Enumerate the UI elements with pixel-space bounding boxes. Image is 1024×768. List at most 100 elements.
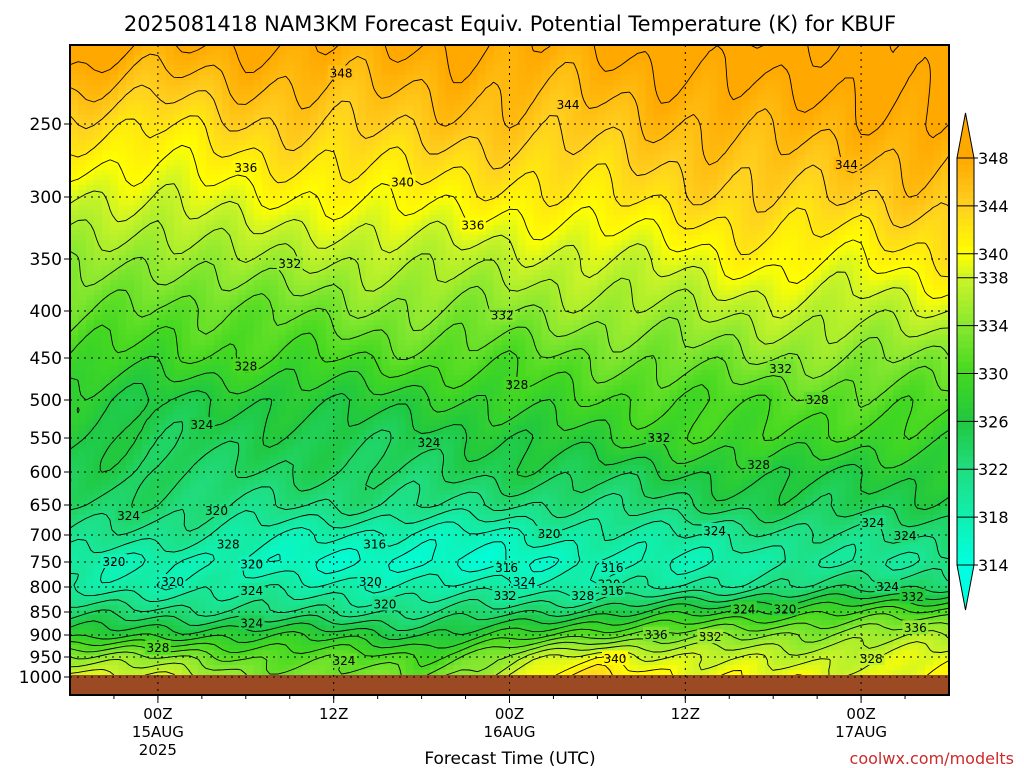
field-cell bbox=[205, 75, 215, 81]
field-cell bbox=[317, 100, 327, 106]
field-cell bbox=[70, 150, 79, 156]
field-cell bbox=[317, 90, 327, 96]
field-cell bbox=[613, 120, 622, 126]
field-cell bbox=[109, 190, 119, 196]
field-cell bbox=[389, 170, 399, 176]
field-cell bbox=[797, 135, 806, 141]
field-cell bbox=[221, 95, 231, 101]
field-cell bbox=[309, 245, 319, 251]
field-cell bbox=[909, 115, 918, 121]
field-cell bbox=[317, 50, 327, 56]
field-cell bbox=[677, 85, 686, 91]
field-cell bbox=[389, 225, 399, 231]
field-cell bbox=[221, 145, 231, 151]
field-cell bbox=[253, 185, 263, 191]
field-cell bbox=[605, 50, 614, 56]
field-cell bbox=[381, 135, 391, 141]
field-cell bbox=[533, 130, 543, 136]
field-cell bbox=[629, 260, 638, 266]
field-cell bbox=[317, 65, 327, 71]
field-cell bbox=[613, 90, 622, 96]
field-cell bbox=[549, 130, 559, 136]
field-cell bbox=[213, 270, 223, 276]
field-cell bbox=[597, 245, 606, 251]
field-cell bbox=[885, 75, 894, 81]
field-cell bbox=[365, 260, 375, 266]
field-cell bbox=[709, 90, 718, 96]
field-cell bbox=[725, 75, 734, 81]
field-cell bbox=[645, 170, 654, 176]
field-cell bbox=[461, 195, 471, 201]
field-cell bbox=[589, 220, 598, 226]
field-cell bbox=[85, 170, 95, 176]
field-cell bbox=[573, 235, 583, 241]
field-cell bbox=[733, 195, 742, 201]
field-cell bbox=[677, 235, 686, 241]
field-cell bbox=[357, 160, 367, 166]
field-cell bbox=[589, 230, 598, 236]
field-cell bbox=[533, 245, 543, 251]
field-cell bbox=[877, 240, 886, 246]
field-cell bbox=[341, 205, 351, 211]
field-cell bbox=[101, 270, 111, 276]
field-cell bbox=[693, 190, 702, 196]
field-cell bbox=[885, 65, 894, 71]
field-cell bbox=[637, 165, 646, 171]
field-cell bbox=[317, 270, 327, 276]
field-cell bbox=[733, 160, 742, 166]
field-cell bbox=[285, 175, 295, 181]
field-cell bbox=[773, 160, 782, 166]
field-cell bbox=[677, 55, 686, 61]
field-cell bbox=[221, 165, 231, 171]
field-cell bbox=[173, 60, 183, 66]
field-cell bbox=[389, 130, 399, 136]
field-cell bbox=[693, 165, 702, 171]
field-cell bbox=[309, 180, 319, 186]
field-cell bbox=[149, 70, 159, 76]
field-cell bbox=[397, 230, 407, 236]
field-cell bbox=[509, 160, 519, 166]
field-cell bbox=[917, 140, 926, 146]
field-cell bbox=[309, 125, 319, 131]
field-cell bbox=[837, 240, 846, 246]
field-cell bbox=[525, 225, 535, 231]
field-cell bbox=[381, 70, 391, 76]
field-cell bbox=[397, 100, 407, 106]
field-cell bbox=[925, 155, 934, 161]
field-cell bbox=[533, 80, 543, 86]
field-cell bbox=[909, 205, 918, 211]
field-cell bbox=[165, 70, 175, 76]
field-cell bbox=[621, 50, 630, 56]
field-cell bbox=[725, 250, 734, 256]
field-cell bbox=[821, 165, 830, 171]
field-cell bbox=[349, 115, 359, 121]
field-cell bbox=[365, 220, 375, 226]
field-cell bbox=[293, 195, 303, 201]
field-cell bbox=[453, 175, 463, 181]
field-cell bbox=[181, 265, 191, 271]
field-cell bbox=[565, 50, 575, 56]
field-cell bbox=[573, 220, 583, 226]
field-cell bbox=[661, 55, 670, 61]
field-cell bbox=[493, 55, 503, 61]
field-cell bbox=[533, 140, 543, 146]
field-cell bbox=[197, 240, 207, 246]
field-cell bbox=[77, 255, 87, 261]
field-cell bbox=[301, 135, 311, 141]
field-cell bbox=[309, 165, 319, 171]
field-cell bbox=[149, 270, 159, 276]
field-cell bbox=[909, 130, 918, 136]
field-cell bbox=[653, 195, 662, 201]
field-cell bbox=[277, 240, 287, 246]
field-cell bbox=[341, 100, 351, 106]
field-cell bbox=[389, 155, 399, 161]
field-cell bbox=[469, 75, 479, 81]
field-cell bbox=[205, 160, 215, 166]
field-cell bbox=[749, 75, 758, 81]
field-cell bbox=[421, 50, 431, 56]
field-cell bbox=[605, 130, 614, 136]
field-cell bbox=[525, 140, 535, 146]
field-cell bbox=[109, 195, 119, 201]
field-cell bbox=[885, 210, 894, 216]
field-cell bbox=[797, 65, 806, 71]
